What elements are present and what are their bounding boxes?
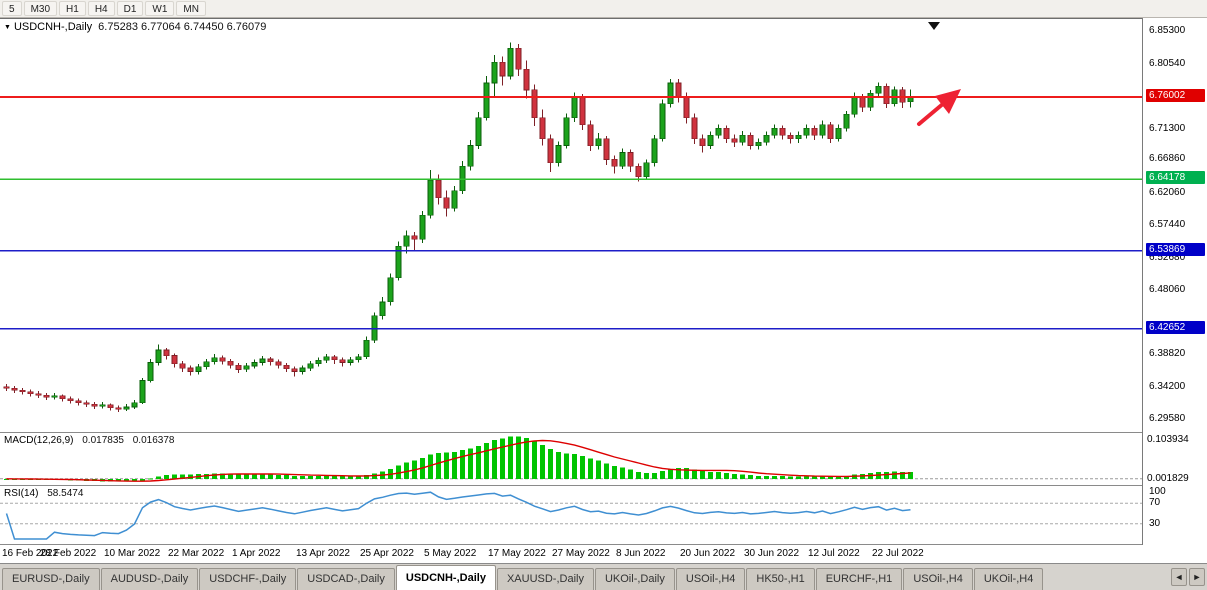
- price-axis-label: 6.62060: [1149, 186, 1186, 198]
- period-button-w1[interactable]: W1: [145, 1, 175, 16]
- period-button-m30[interactable]: M30: [23, 1, 58, 16]
- candlestick-chart[interactable]: [0, 19, 1142, 432]
- rsi-label: RSI(14): [4, 488, 39, 499]
- period-button-mn[interactable]: MN: [176, 1, 206, 16]
- tab-eurchf-h1[interactable]: EURCHF-,H1: [815, 568, 903, 590]
- rsi-value: 58.5474: [47, 488, 84, 499]
- tab-ukoil-daily[interactable]: UKOil-,Daily: [594, 568, 675, 590]
- date-axis-label: 16 Feb 2022: [2, 548, 59, 559]
- macd-axis: 0.103934 0.001829: [1142, 433, 1207, 486]
- chart-ohlc-values: 6.75283 6.77064 6.74450 6.76079: [98, 21, 267, 33]
- period-button-5[interactable]: 5: [2, 1, 22, 16]
- date-axis[interactable]: 16 Feb 2022 28 Feb 2022 10 Mar 2022 22 Mar …: [0, 545, 1207, 563]
- macd-axis-min: 0.001829: [1147, 473, 1189, 484]
- macd-value-signal: 0.016378: [132, 435, 175, 446]
- tab-hk50-h1[interactable]: HK50-,H1: [746, 568, 815, 590]
- tab-eurusd-daily[interactable]: EURUSD-,Daily: [2, 568, 100, 590]
- date-axis-label: 17 May 2022: [488, 548, 546, 559]
- date-axis-label: 22 Jul 2022: [872, 548, 924, 559]
- tab-scroll-controls: ◄ ►: [1169, 564, 1207, 590]
- macd-axis-max: 0.103934: [1147, 434, 1189, 445]
- macd-value-main: 0.017835: [82, 435, 124, 446]
- rsi-axis: 100 70 30: [1142, 486, 1207, 545]
- tab-ukoil-h4[interactable]: UKOil-,H4: [973, 568, 1044, 590]
- date-axis-label: 10 Mar 2022: [104, 548, 161, 559]
- tab-xauusd-daily[interactable]: XAUUSD-,Daily: [496, 568, 594, 590]
- period-button-d1[interactable]: D1: [116, 1, 144, 16]
- price-axis-label: 6.85300: [1149, 25, 1186, 37]
- price-line-badge: 6.42652: [1146, 320, 1205, 334]
- price-axis-label: 6.71300: [1149, 122, 1186, 134]
- date-axis-label: 30 Jun 2022: [744, 548, 800, 559]
- tab-usoil-h4[interactable]: USOil-,H4: [903, 568, 973, 590]
- price-axis-label: 6.57440: [1149, 218, 1186, 230]
- date-axis-label: 20 Jun 2022: [680, 548, 736, 559]
- date-axis-label: 12 Jul 2022: [808, 548, 860, 559]
- chart-symbol-label: USDCNH-,Daily: [13, 21, 93, 33]
- tab-scroll-right-icon[interactable]: ►: [1189, 568, 1205, 586]
- period-button-h1[interactable]: H1: [59, 1, 86, 16]
- price-axis-label: 6.29580: [1149, 412, 1186, 424]
- macd-panel[interactable]: MACD(12,26,9) 0.017835 0.016378: [0, 433, 1142, 486]
- price-axis-label: 6.66860: [1149, 153, 1186, 165]
- date-axis-label: 27 May 2022: [552, 548, 610, 559]
- period-button-h4[interactable]: H4: [87, 1, 115, 16]
- price-axis-label: 6.48060: [1149, 284, 1186, 296]
- date-axis-label: 28 Feb 2022: [40, 548, 97, 559]
- price-axis-label: 6.34200: [1149, 380, 1186, 392]
- rsi-axis-label: 30: [1149, 517, 1161, 529]
- price-line-badge: 6.53869: [1146, 242, 1205, 256]
- tab-usdchf-daily[interactable]: USDCHF-,Daily: [199, 568, 297, 590]
- rsi-panel[interactable]: RSI(14) 58.5474: [0, 486, 1142, 545]
- price-line-badge: 6.76002: [1146, 88, 1205, 102]
- macd-label: MACD(12,26,9): [4, 435, 74, 446]
- chart-title: ▼ USDCNH-,Daily 6.75283 6.77064 6.74450 6.…: [4, 21, 266, 33]
- date-axis-label: 1 Apr 2022: [232, 548, 281, 559]
- date-axis-label: 25 Apr 2022: [360, 548, 414, 559]
- timeframe-buttons: 5 M30 H1 H4 D1 W1 MN: [2, 1, 208, 16]
- tab-scroll-left-icon[interactable]: ◄: [1171, 568, 1187, 586]
- price-chart-panel[interactable]: ▼ USDCNH-,Daily 6.75283 6.77064 6.74450 6.…: [0, 18, 1142, 433]
- date-axis-label: 22 Mar 2022: [168, 548, 225, 559]
- date-axis-label: 13 Apr 2022: [296, 548, 350, 559]
- price-line-badge: 6.64178: [1146, 171, 1205, 185]
- tab-usdcnh-daily[interactable]: USDCNH-,Daily: [395, 565, 496, 590]
- rsi-chart[interactable]: [0, 486, 1142, 544]
- macd-title: MACD(12,26,9) 0.017835 0.016378: [4, 435, 174, 446]
- rsi-title: RSI(14) 58.5474: [4, 488, 83, 499]
- timeframe-toolbar: 5 M30 H1 H4 D1 W1 MN: [0, 0, 1207, 18]
- price-axis-label: 6.38820: [1149, 348, 1186, 360]
- date-axis-label: 5 May 2022: [424, 548, 477, 559]
- price-axis: 6.85300 6.80540 6.71300 6.66860 6.62060 6.574…: [1142, 18, 1207, 433]
- chart-dropdown-icon: ▼: [4, 23, 11, 31]
- tab-usoil-h4[interactable]: USOil-,H4: [675, 568, 746, 590]
- chart-tabs: EURUSD-,Daily AUDUSD-,Daily USDCHF-,Daily U…: [0, 564, 1169, 590]
- chart-tab-bar: EURUSD-,Daily AUDUSD-,Daily USDCHF-,Daily U…: [0, 563, 1207, 590]
- price-axis-label: 6.52680: [1149, 252, 1186, 263]
- macd-chart[interactable]: [0, 433, 1142, 485]
- tab-audusd-daily[interactable]: AUDUSD-,Daily: [100, 568, 199, 590]
- rsi-axis-label: 70: [1149, 497, 1161, 509]
- price-axis-label: 6.80540: [1149, 58, 1186, 70]
- tab-usdcad-daily[interactable]: USDCAD-,Daily: [297, 568, 395, 590]
- date-axis-label: 8 Jun 2022: [616, 548, 666, 559]
- rsi-axis-label: 100: [1149, 486, 1166, 497]
